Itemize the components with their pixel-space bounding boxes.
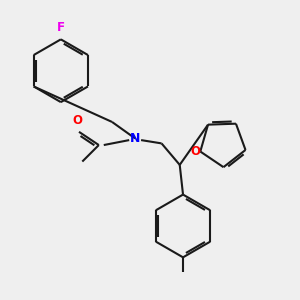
Text: F: F xyxy=(57,21,65,34)
Text: O: O xyxy=(72,114,82,127)
Text: O: O xyxy=(190,145,200,158)
Text: N: N xyxy=(130,132,140,145)
